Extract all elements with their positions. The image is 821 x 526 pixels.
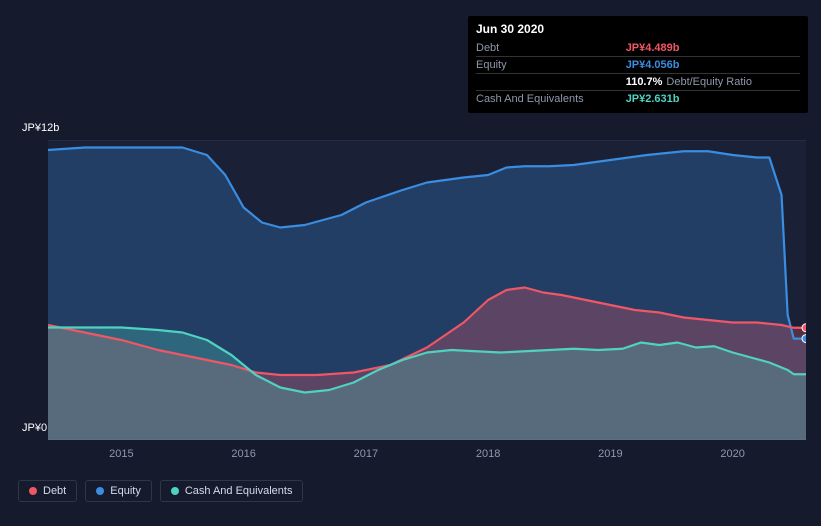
tooltip-row-value: JP¥4.489b	[626, 40, 800, 57]
y-axis-label-top: JP¥12b	[22, 122, 59, 134]
legend-item[interactable]: Debt	[18, 480, 77, 502]
x-axis-tick: 2019	[598, 448, 622, 460]
x-axis-tick: 2017	[354, 448, 378, 460]
tooltip-table: DebtJP¥4.489bEquityJP¥4.056b110.7%Debt/E…	[476, 40, 800, 107]
chart-svg	[48, 140, 806, 440]
tooltip-row-label: Equity	[476, 57, 626, 74]
legend-dot-icon	[171, 487, 179, 495]
tooltip-row-value: JP¥2.631b	[626, 91, 800, 108]
y-axis-label-bottom: JP¥0	[22, 422, 47, 434]
legend-label: Equity	[110, 485, 141, 497]
tooltip-date: Jun 30 2020	[476, 22, 800, 36]
legend-item[interactable]: Cash And Equivalents	[160, 480, 304, 502]
tooltip-row-label	[476, 74, 626, 91]
legend-label: Cash And Equivalents	[185, 485, 293, 497]
x-axis-tick: 2018	[476, 448, 500, 460]
chart-area[interactable]	[48, 140, 806, 440]
x-axis-tick: 2016	[231, 448, 255, 460]
legend-dot-icon	[96, 487, 104, 495]
chart-root: Jun 30 2020 DebtJP¥4.489bEquityJP¥4.056b…	[0, 0, 821, 526]
tooltip-row-value: JP¥4.056b	[626, 57, 800, 74]
chart-legend: Debt Equity Cash And Equivalents	[18, 480, 303, 502]
legend-label: Debt	[43, 485, 66, 497]
x-axis-tick: 2020	[720, 448, 744, 460]
chart-tooltip: Jun 30 2020 DebtJP¥4.489bEquityJP¥4.056b…	[468, 16, 808, 113]
legend-dot-icon	[29, 487, 37, 495]
tooltip-row-label: Debt	[476, 40, 626, 57]
tooltip-row-value: 110.7%Debt/Equity Ratio	[626, 74, 800, 91]
x-axis-tick: 2015	[109, 448, 133, 460]
legend-item[interactable]: Equity	[85, 480, 152, 502]
tooltip-row-label: Cash And Equivalents	[476, 91, 626, 108]
